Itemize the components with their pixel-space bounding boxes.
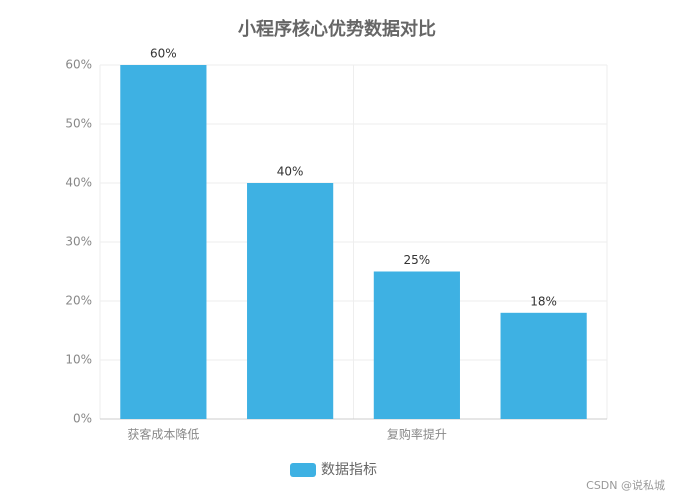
value-label: 18%: [530, 294, 557, 308]
bar: [373, 271, 460, 419]
legend-label: 数据指标: [321, 462, 377, 478]
y-tick-label: 10%: [65, 353, 92, 367]
bar: [500, 312, 587, 419]
legend-swatch: [290, 463, 316, 477]
y-tick-label: 20%: [65, 294, 92, 308]
bar: [120, 65, 207, 419]
bar: [247, 183, 334, 419]
y-tick-label: 0%: [73, 412, 92, 426]
y-tick-label: 50%: [65, 117, 92, 131]
x-tick-label: 复购率提升: [387, 427, 447, 442]
watermark: CSDN @说私城: [586, 478, 665, 492]
value-label: 40%: [277, 165, 304, 179]
chart-title: 小程序核心优势数据对比: [238, 18, 436, 40]
y-tick-label: 40%: [65, 176, 92, 190]
value-label: 25%: [404, 253, 431, 267]
value-label: 60%: [150, 47, 177, 61]
y-tick-label: 60%: [65, 58, 92, 72]
x-tick-label: 获客成本降低: [127, 427, 199, 442]
y-tick-label: 30%: [65, 235, 92, 249]
